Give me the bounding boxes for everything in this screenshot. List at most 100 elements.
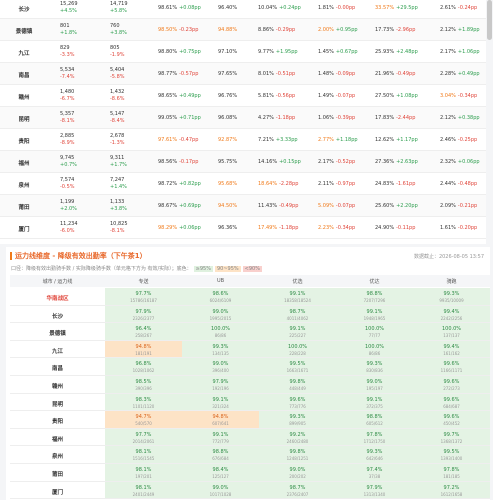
metric-delta: +0.67pp xyxy=(335,49,358,55)
metric-delta: -0.48pp xyxy=(457,181,478,187)
metric-delta: -0.07pp xyxy=(335,203,356,209)
cell-ratio: 181/191 xyxy=(135,350,152,356)
count: 5,357 xyxy=(60,111,75,117)
cell-bg xyxy=(413,323,490,340)
cell-bg xyxy=(105,411,182,428)
cell-ratio: 372/375 xyxy=(366,403,383,409)
cell-bg xyxy=(336,393,413,411)
metric-value: 98.50% xyxy=(158,27,178,33)
cell-ratio: 1612/1658 xyxy=(440,491,463,497)
cell-rate: 98.4% xyxy=(212,467,229,473)
city-name: 福州 xyxy=(18,161,30,167)
row-name: 贵阳 xyxy=(51,419,63,426)
column-header: 专送 xyxy=(138,279,149,285)
cell-rate: 100.0% xyxy=(287,343,308,350)
cell-ratio: 605/612 xyxy=(366,421,383,427)
metric-value: 96.76% xyxy=(218,93,238,99)
cell-bg xyxy=(182,340,259,358)
count-delta: +3.8% xyxy=(110,206,127,212)
note-text: 口径：降级有效出勤骑手数 / 实际降级骑手数（单元格下方为 有效/实际）；底色： xyxy=(11,266,192,272)
cell-rate: 98.8% xyxy=(366,414,383,421)
row-name: 九江 xyxy=(51,348,63,355)
cell-ratio: 77/77 xyxy=(368,333,381,339)
cell-bg xyxy=(259,288,336,305)
cell-rate: 99.5% xyxy=(443,449,460,456)
legend-item: ≥95% xyxy=(193,266,213,272)
column-header: 城市 / 运力线 xyxy=(42,279,73,285)
count: 5,147 xyxy=(110,111,125,117)
metric-delta: -0.34pp xyxy=(457,93,478,99)
cell-ratio: 1516/1545 xyxy=(132,456,155,462)
cell-ratio: 321/324 xyxy=(212,403,229,409)
city-name: 莆田 xyxy=(18,205,30,211)
cell-ratio: 684/687 xyxy=(443,403,460,409)
metric-value: 17.83% xyxy=(375,115,395,121)
row-name: 南昌 xyxy=(51,366,63,373)
cell-rate: 99.0% xyxy=(289,467,306,473)
count-delta: -6.0% xyxy=(60,228,75,234)
row-line xyxy=(10,445,490,447)
cell-rate: 98.3% xyxy=(135,396,152,403)
row-line xyxy=(10,463,490,464)
cell-bg xyxy=(182,411,259,428)
cell-bg xyxy=(182,428,259,446)
metric-delta: -0.49pp xyxy=(279,203,299,209)
row-line xyxy=(10,322,490,324)
legend-item: 90~95% xyxy=(214,266,241,272)
cell-rate: 96.8% xyxy=(135,361,152,368)
cell-bg xyxy=(336,446,413,463)
metric-delta: +0.08pp xyxy=(179,5,201,11)
cell-bg xyxy=(259,358,336,375)
cell-bg xyxy=(336,323,413,340)
cell-ratio: 1712/1750 xyxy=(363,438,386,444)
metric-delta: +2.63pp xyxy=(396,159,418,165)
cell-rate: 99.2% xyxy=(289,431,306,438)
metric-delta: -0.17pp xyxy=(179,159,199,165)
count-delta: +4.5% xyxy=(60,8,77,14)
cell-ratio: 396/400 xyxy=(212,368,229,374)
metric-value: 5.09% xyxy=(318,203,334,209)
count: 9,311 xyxy=(110,155,125,161)
metric-value: 98.77% xyxy=(158,71,178,77)
metric-value: 97.10% xyxy=(218,49,238,55)
city-name: 赣州 xyxy=(18,95,30,101)
metric-value: 2.12% xyxy=(440,27,456,33)
cell-ratio: 181/185 xyxy=(443,474,460,479)
cell-rate: 98.7% xyxy=(289,484,306,491)
row-line xyxy=(10,498,490,500)
cell-rate: 99.6% xyxy=(443,379,460,385)
row-line xyxy=(10,339,490,341)
count-delta: +1.7% xyxy=(110,162,127,168)
cell-bg xyxy=(182,358,259,375)
cell-bg xyxy=(182,393,259,411)
metric-delta: -0.51pp xyxy=(275,71,296,77)
cell-bg xyxy=(105,340,182,358)
metric-value: 98.29% xyxy=(158,225,178,231)
cell-ratio: 2014/2061 xyxy=(132,438,155,444)
table-row xyxy=(0,41,486,63)
cell-rate: 97.2% xyxy=(443,484,460,491)
cell-ratio: 200/202 xyxy=(289,474,306,479)
metric-value: 1.49% xyxy=(318,93,334,99)
metric-delta: -0.97pp xyxy=(335,181,356,187)
cell-rate: 99.0% xyxy=(212,361,229,368)
title-accent xyxy=(10,252,12,260)
count: 11,234 xyxy=(60,221,78,227)
metric-delta: +0.71pp xyxy=(179,115,201,121)
cell-ratio: 86/86 xyxy=(368,350,381,356)
metric-delta: +1.08pp xyxy=(396,93,418,99)
cell-bg xyxy=(413,428,490,446)
row-line xyxy=(10,304,490,306)
cell-rate: 99.0% xyxy=(212,308,229,315)
cell-ratio: 390/396 xyxy=(135,386,152,391)
cell-ratio: 137/137 xyxy=(443,333,460,339)
count: 14,719 xyxy=(110,1,128,7)
city-name: 厦门 xyxy=(18,227,30,233)
metric-delta: -0.20pp xyxy=(457,225,478,231)
metric-value: 2.09% xyxy=(440,203,456,209)
cell-ratio: 2376/2407 xyxy=(286,491,309,497)
metric-value: 27.50% xyxy=(375,93,395,99)
cell-bg xyxy=(259,340,336,358)
table-row xyxy=(0,129,486,151)
